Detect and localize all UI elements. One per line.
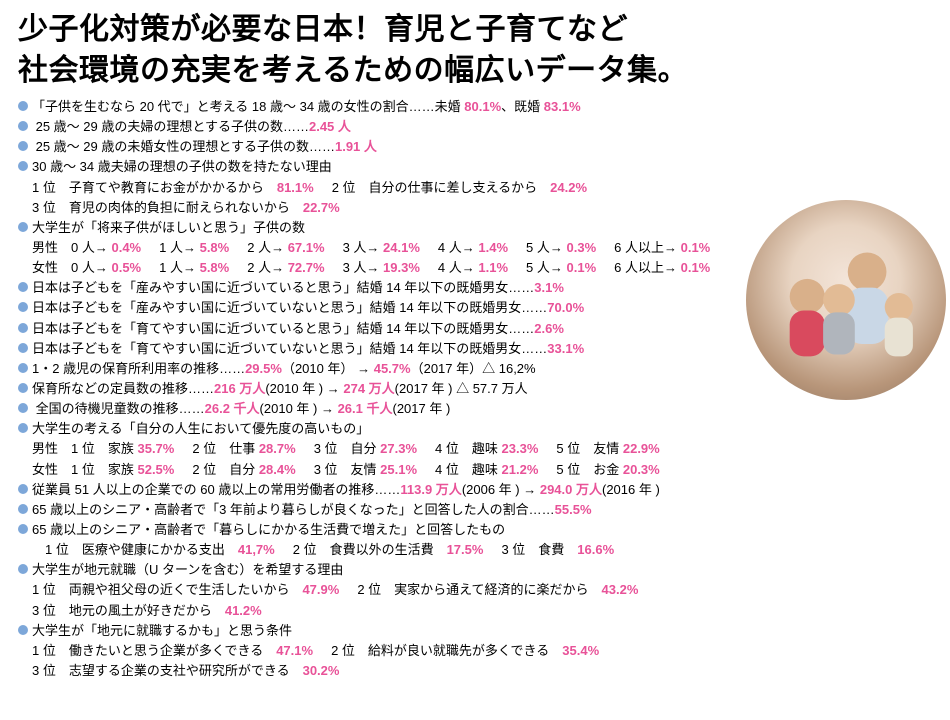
list-item: 大学生の考える「自分の人生において優先度の高いもの」 xyxy=(18,419,932,439)
bullet-icon xyxy=(18,121,28,131)
list-item: 女性 1 位 家族 52.5%2 位 自分 28.4%3 位 友情 25.1%4… xyxy=(32,460,932,480)
list-item: 3 位 志望する企業の支社や研究所ができる 30.2% xyxy=(32,661,932,681)
bullet-icon xyxy=(18,423,28,433)
list-item: 全国の待機児童数の推移……26.2 千人(2010 年 ) → 26.1 千人(… xyxy=(18,399,932,419)
bullet-icon xyxy=(18,222,28,232)
bullet-icon xyxy=(18,524,28,534)
list-item: 1 位 子育てや教育にお金がかかるから 81.1%2 位 自分の仕事に差し支える… xyxy=(32,178,932,198)
bullet-icon xyxy=(18,363,28,373)
list-item: 大学生が「地元に就職するかも」と思う条件 xyxy=(18,621,932,641)
bullet-icon xyxy=(18,323,28,333)
bullet-icon xyxy=(18,504,28,514)
bullet-icon xyxy=(18,625,28,635)
bullet-icon xyxy=(18,484,28,494)
bullet-icon xyxy=(18,403,28,413)
list-item: 1 位 働きたいと思う企業が多くできる 47.1%2 位 給料が良い就職先が多く… xyxy=(32,641,932,661)
title-line-1: 少子化対策が必要な日本！育児と子育てなど xyxy=(18,13,628,46)
bullet-icon xyxy=(18,302,28,312)
list-item: 25 歳～ 29 歳の未婚女性の理想とする子供の数……1.91 人 xyxy=(18,137,932,157)
list-item: 25 歳～ 29 歳の夫婦の理想とする子供の数……2.45 人 xyxy=(18,117,932,137)
bullet-icon xyxy=(18,161,28,171)
stats-list: 「子供を生むなら 20 代で」と考える 18 歳～ 34 歳の女性の割合……未婚… xyxy=(18,97,932,681)
title-line-2: 社会環境の充実を考えるための幅広いデータ集。 xyxy=(18,54,688,87)
bullet-icon xyxy=(18,282,28,292)
list-item: 3 位 地元の風土が好きだから 41.2% xyxy=(32,601,932,621)
list-item: 男性 1 位 家族 35.7%2 位 仕事 28.7%3 位 自分 27.3%4… xyxy=(32,439,932,459)
family-photo xyxy=(746,200,946,400)
list-item: 1 位 両親や祖父母の近くで生活したいから 47.9%2 位 実家から通えて経済… xyxy=(32,580,932,600)
page-title: 少子化対策が必要な日本！育児と子育てなど 社会環境の充実を考えるための幅広いデー… xyxy=(18,10,932,91)
list-item: 30 歳～ 34 歳夫婦の理想の子供の数を持たない理由 xyxy=(18,157,932,177)
bullet-icon xyxy=(18,343,28,353)
bullet-icon xyxy=(18,101,28,111)
bullet-icon xyxy=(18,383,28,393)
list-item: 「子供を生むなら 20 代で」と考える 18 歳～ 34 歳の女性の割合……未婚… xyxy=(18,97,932,117)
bullet-icon xyxy=(18,141,28,151)
list-item: 従業員 51 人以上の企業での 60 歳以上の常用労働者の推移……113.9 万… xyxy=(18,480,932,500)
list-item: 65 歳以上のシニア・高齢者で「3 年前より暮らしが良くなった」と回答した人の割… xyxy=(18,500,932,520)
list-item: 65 歳以上のシニア・高齢者で「暮らしにかかる生活費で増えた」と回答したもの xyxy=(18,520,932,540)
bullet-icon xyxy=(18,564,28,574)
list-item: 大学生が地元就職（U ターンを含む）を希望する理由 xyxy=(18,560,932,580)
list-item: 1 位 医療や健康にかかる支出 41,7%2 位 食費以外の生活費 17.5%3… xyxy=(32,540,932,560)
